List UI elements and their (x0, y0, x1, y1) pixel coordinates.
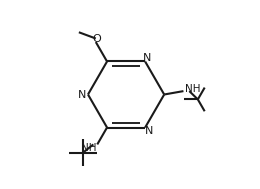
Text: N: N (78, 90, 86, 99)
Text: NH: NH (185, 84, 200, 94)
Text: NH: NH (81, 143, 96, 153)
Text: N: N (145, 126, 153, 136)
Text: O: O (92, 33, 101, 43)
Text: N: N (143, 53, 152, 63)
